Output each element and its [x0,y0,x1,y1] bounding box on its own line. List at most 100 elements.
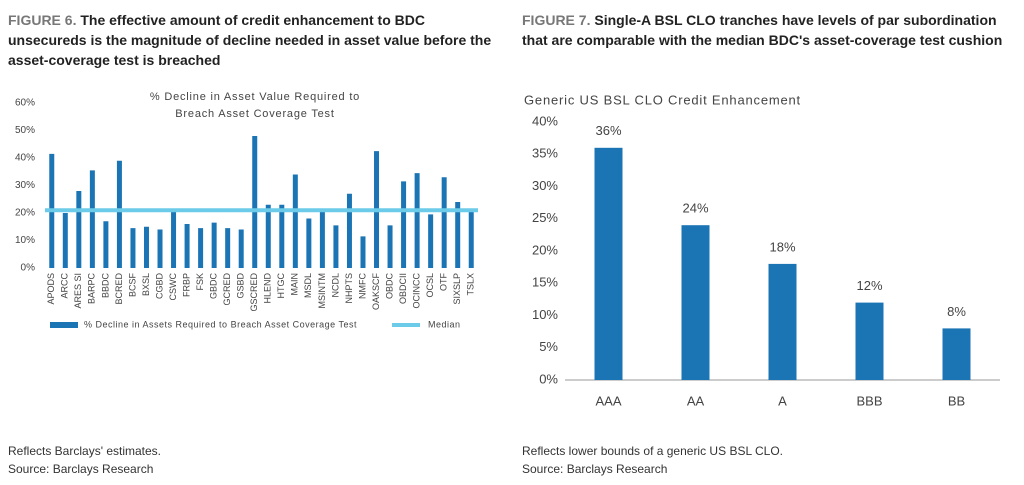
bar [238,229,244,268]
x-tick-label: TSLX [466,273,476,296]
x-tick-label: HTGC [276,273,286,299]
y-tick-label: 5% [539,339,558,354]
bar [252,136,258,268]
legend-swatch [50,322,78,328]
x-tick-label: GCRED [222,273,232,306]
bar [401,181,407,268]
bar [855,302,884,380]
x-tick-label: OBDC [384,273,394,300]
x-tick-label: NCDL [330,273,340,298]
x-tick-label: APODS [46,273,56,305]
x-tick-label: OTF [439,273,449,291]
x-tick-label: MSINTM [317,273,327,309]
x-tick-label: AAA [595,393,621,408]
legend-label: Median [428,319,461,329]
x-tick-label: BB [948,393,965,408]
x-tick-label: NMFC [357,273,367,299]
figure-title: FIGURE 7. Single-A BSL CLO tranches have… [522,10,1022,50]
bar [143,226,149,268]
bar [414,173,420,268]
x-tick-label: MAIN [290,273,300,296]
x-tick-label: GBDC [209,273,219,300]
x-tick-label: A [778,393,787,408]
x-tick-label: MSDL [303,273,313,298]
x-tick-label: ARES SI [73,273,83,309]
bar [306,218,312,268]
bar [441,177,447,268]
y-tick-label: 40% [15,153,35,164]
value-label: 24% [682,201,708,216]
value-label: 8% [947,304,966,319]
figure-label: FIGURE 7. [522,12,591,28]
charts: % Decline in Asset Value Required to Brea… [15,91,1000,408]
x-tick-label: BBB [856,393,882,408]
y-tick-label: 0% [539,371,558,386]
bar [76,191,82,268]
bar [333,225,339,268]
note: Reflects Barclays' estimates. [8,444,162,458]
bar [292,174,298,268]
bar [225,228,231,268]
bar [211,222,217,268]
bar [265,204,271,268]
y-tick-label: 35% [532,146,558,161]
x-tick-label: GSCRED [249,273,259,312]
x-tick-label: OCINCC [411,273,421,309]
x-tick-label: BCRED [114,273,124,305]
y-tick-label: 20% [532,242,558,257]
value-label: 36% [595,123,621,138]
x-tick-label: CSWC [168,273,178,301]
x-tick-label: OBDCII [398,273,408,304]
chart-title: Breach Asset Coverage Test [175,108,334,120]
y-tick-label: 0% [21,263,36,274]
bar [279,204,285,268]
figure-title-text: Single-A BSL CLO tranches have levels of… [522,12,1003,48]
y-tick-label: 25% [532,210,558,225]
bar [130,228,136,268]
x-tick-label: BBDC [100,273,110,299]
x-tick-label: NHPTS [344,273,354,304]
bar [468,210,474,268]
figure-label: FIGURE 6. [8,12,77,28]
bar [428,214,434,268]
value-label: 12% [856,278,882,293]
value-label: 18% [769,239,795,254]
bar [455,202,461,268]
bar [768,263,797,380]
chart-title: % Decline in Asset Value Required to [150,91,360,103]
bar [103,221,109,268]
y-tick-label: 10% [532,307,558,322]
bar [594,147,623,380]
y-tick-label: 15% [532,275,558,290]
y-tick-label: 30% [532,178,558,193]
y-tick-label: 60% [15,98,35,109]
bar [346,193,352,268]
bar [157,229,163,268]
y-tick-label: 30% [15,180,35,191]
legend-label: % Decline in Assets Required to Breach A… [84,319,357,329]
y-tick-label: 10% [15,235,35,246]
bar [89,170,95,268]
x-tick-label: AA [687,393,705,408]
x-tick-label: BCSF [127,273,137,298]
x-tick-label: GSBD [236,273,246,299]
bar [116,160,122,268]
x-tick-label: CGBD [154,273,164,300]
x-tick-label: OCSL [425,273,435,298]
bar [319,211,325,268]
bar [681,225,710,380]
y-tick-label: 20% [15,208,35,219]
source: Source: Barclays Research [8,462,154,476]
bar [198,228,204,268]
bar [171,211,177,268]
x-tick-label: FSK [195,273,205,291]
bar [184,224,190,268]
y-tick-label: 50% [15,125,35,136]
bar [942,328,971,380]
x-tick-label: HLEND [263,273,273,304]
y-tick-label: 40% [532,113,558,128]
note: Reflects lower bounds of a generic US BS… [522,444,784,458]
x-tick-label: BXSL [141,273,151,296]
figure-title: FIGURE 6. The effective amount of credit… [8,10,503,70]
